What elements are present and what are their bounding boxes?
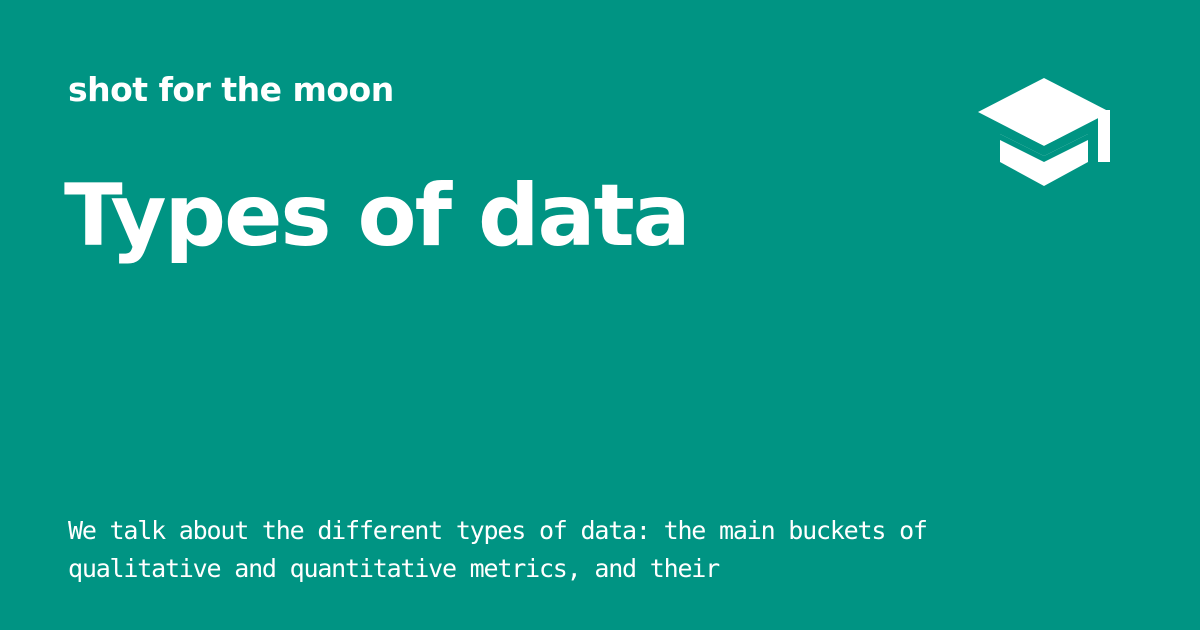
page-description: We talk about the different types of dat… (68, 516, 928, 583)
page-title: Types of data (64, 166, 691, 266)
graduation-cap-icon (976, 76, 1112, 188)
site-name: shot for the moon (68, 70, 394, 109)
